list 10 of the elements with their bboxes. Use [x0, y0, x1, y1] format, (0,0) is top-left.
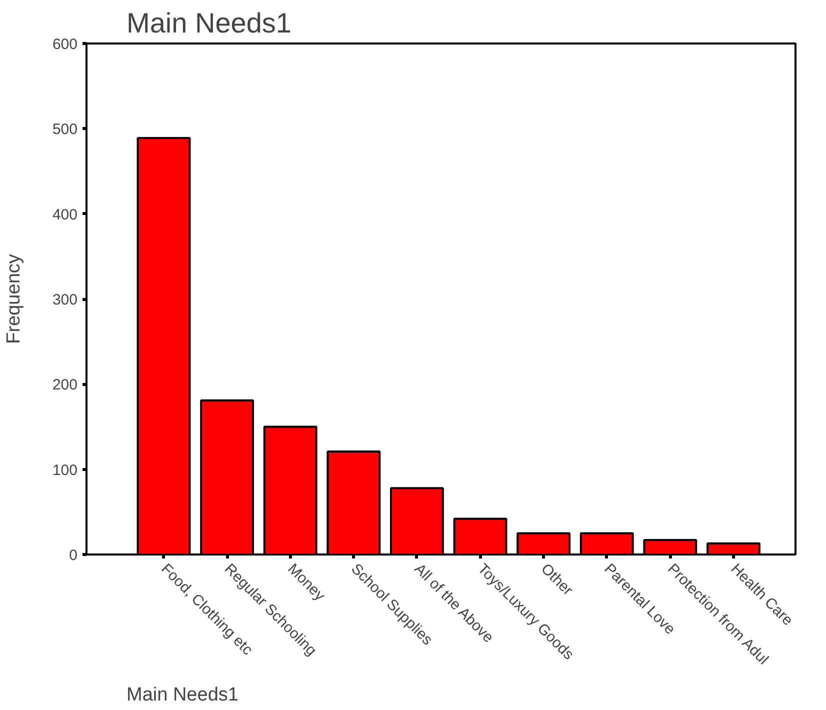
- x-axis-title: Main Needs1: [126, 684, 238, 706]
- y-tick-label: 400: [52, 206, 78, 224]
- y-axis-title: Frequency: [3, 254, 24, 344]
- chart-title: Main Needs1: [126, 8, 292, 38]
- y-tick-label: 500: [52, 121, 78, 138]
- y-tick-label: 300: [52, 292, 78, 308]
- y-tick-label: 100: [52, 462, 78, 479]
- y-tick-label: 600: [52, 36, 78, 53]
- y-tick-label: 0: [69, 547, 78, 564]
- y-tick-label: 200: [52, 376, 78, 394]
